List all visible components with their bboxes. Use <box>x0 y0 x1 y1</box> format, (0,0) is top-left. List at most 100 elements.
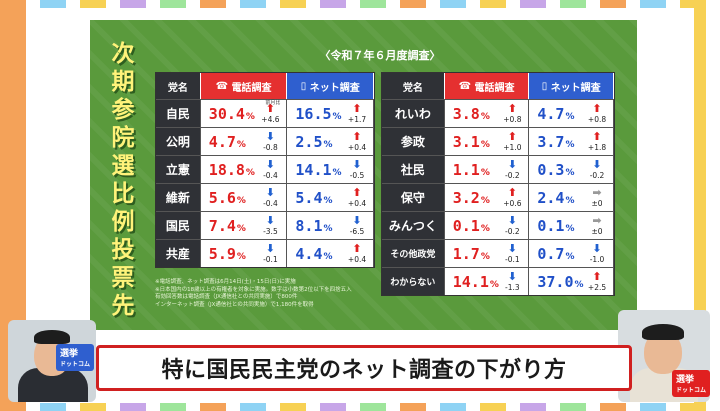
arrow-up-icon: ⬆ <box>352 130 362 143</box>
arrow-down-icon: ⬇ <box>352 158 362 171</box>
party-name: 社民 <box>382 156 445 183</box>
party-name: その他政党 <box>382 240 445 267</box>
change-indicator: ⬇ -1.0 <box>584 243 610 265</box>
phone-value-cell: 5.6% ⬇ -0.4 <box>200 184 288 211</box>
phone-value-cell: 0.1% ⬇ -0.2 <box>444 212 530 239</box>
party-name: 自民 <box>156 100 201 127</box>
brand-logo-right: 選挙 ドットコム <box>672 370 710 397</box>
party-name: れいわ <box>382 100 445 127</box>
net-value-cell: 14.1% ⬇ -0.5 <box>287 156 375 183</box>
net-percentage: 2.4 <box>537 189 565 207</box>
percent-sign: % <box>565 112 575 122</box>
change-value: ±0 <box>591 227 603 236</box>
title-char: 先 <box>111 293 135 319</box>
phone-value-cell: 4.7% ⬇ -0.8 <box>200 128 288 155</box>
arrow-down-icon: ⬇ <box>507 270 517 283</box>
table-header: 党名 ☎ 電話調査 ▯ ネット調査 <box>382 73 615 99</box>
caption-banner: 特に国民民主党のネット調査の下がり方 <box>96 345 632 391</box>
net-percentage: 0.1 <box>537 217 565 235</box>
percent-sign: % <box>323 224 333 234</box>
table-row: みんつく 0.1% ⬇ -0.2 0.1% ➡ ±0 <box>382 211 615 239</box>
phone-icon: ☎ <box>458 80 475 92</box>
presenter-right-video: 選挙 ドットコム <box>618 310 710 402</box>
net-percentage: 8.1 <box>295 217 323 235</box>
party-name: わからない <box>382 268 445 295</box>
percent-sign: % <box>480 168 490 178</box>
table-row: 参政 3.1% ⬆ +1.0 3.7% ⬆ +1.8 <box>382 127 615 155</box>
net-value-cell: 37.0% ⬆ +2.5 <box>529 268 615 295</box>
net-value-cell: 0.3% ⬇ -0.2 <box>529 156 615 183</box>
percent-sign: % <box>565 168 575 178</box>
percent-sign: % <box>480 140 490 150</box>
percent-sign: % <box>489 280 499 290</box>
net-value-cell: 8.1% ⬇ -6.5 <box>287 212 375 239</box>
smartphone-icon: ▯ <box>541 80 551 92</box>
phone-percentage: 3.2 <box>452 189 480 207</box>
title-char: 票 <box>111 265 135 291</box>
phone-value-cell: 3.1% ⬆ +1.0 <box>444 128 530 155</box>
party-name: 立憲 <box>156 156 201 183</box>
title-char: 比 <box>111 181 135 207</box>
party-name: 国民 <box>156 212 201 239</box>
phone-percentage: 4.7 <box>208 133 236 151</box>
change-value: -0.5 <box>349 171 365 180</box>
table-row: 国民 7.4% ⬇ -3.5 8.1% ⬇ -6.5 <box>156 211 375 239</box>
arrow-down-icon: ⬇ <box>265 158 276 171</box>
change-indicator: ⬇ -0.8 <box>257 131 283 153</box>
phone-value-cell: 1.1% ⬇ -0.2 <box>444 156 530 183</box>
phone-percentage: 18.8 <box>208 161 245 179</box>
percent-sign: % <box>565 252 575 262</box>
survey-notes: ※電話調査、ネット調査は6月14日(土)・15日(日)に実施 ※日本国内の18歳以… <box>155 279 385 309</box>
net-percentage: 4.4 <box>295 245 323 263</box>
title-char: 投 <box>111 237 135 263</box>
percent-sign: % <box>332 112 342 122</box>
change-indicator: ⬇ -0.2 <box>584 159 610 181</box>
poll-table-left: 党名 ☎ 電話調査 ▯ ネット調査 自民 30.4% ⬆ +4.6 前月比 16.5% ⬆ +… <box>155 72 375 268</box>
change-value: +0.8 <box>587 115 607 124</box>
phone-percentage: 1.7 <box>452 245 480 263</box>
party-name: 参政 <box>382 128 445 155</box>
arrow-up-icon: ⬆ <box>352 242 362 255</box>
net-value-cell: 16.5% ⬆ +1.7 <box>287 100 375 127</box>
net-value-cell: 5.4% ⬆ +0.4 <box>287 184 375 211</box>
note-line: 有効回答数は電話調査（JX通信社との共同実施）で800件 <box>155 294 298 300</box>
change-value: +1.0 <box>503 143 522 152</box>
change-value: -0.2 <box>505 227 520 236</box>
change-indicator: ⬇ -0.5 <box>344 159 370 181</box>
percent-sign: % <box>245 168 255 178</box>
arrow-down-icon: ⬇ <box>265 214 276 227</box>
arrow-up-icon: ⬆ <box>592 130 602 143</box>
change-indicator: ⬇ -0.4 <box>257 187 283 209</box>
header-party: 党名 <box>382 73 445 99</box>
phone-percentage: 0.1 <box>452 217 480 235</box>
change-indicator: ⬇ -0.1 <box>257 243 283 265</box>
title-char: 院 <box>111 125 135 151</box>
smartphone-icon: ▯ <box>300 80 310 92</box>
header-net-survey: ▯ ネット調査 <box>287 73 375 99</box>
header-phone-survey: ☎ 電話調査 <box>444 73 530 99</box>
change-indicator: ⬆ +0.8 <box>584 103 610 125</box>
net-value-cell: 4.4% ⬆ +0.4 <box>287 240 375 267</box>
table-row: 社民 1.1% ⬇ -0.2 0.3% ⬇ -0.2 <box>382 155 615 183</box>
presenter-left-video: 選挙 ドットコム <box>8 320 96 402</box>
party-name: 維新 <box>156 184 201 211</box>
net-percentage: 4.7 <box>537 105 565 123</box>
header-phone-survey: ☎ 電話調査 <box>200 73 288 99</box>
phone-percentage: 5.9 <box>208 245 236 263</box>
change-indicator: ⬆ +0.4 <box>344 243 370 265</box>
change-indicator: ⬆ +0.6 <box>499 187 525 209</box>
net-percentage: 37.0 <box>537 273 574 291</box>
percent-sign: % <box>480 224 490 234</box>
change-value: -0.8 <box>263 143 278 152</box>
phone-value-cell: 14.1% ⬇ -1.3 <box>444 268 530 295</box>
percent-sign: % <box>565 196 575 206</box>
phone-percentage: 1.1 <box>452 161 480 179</box>
change-indicator: ⬆ +2.5 <box>584 271 610 293</box>
arrow-up-icon: ⬆ <box>507 186 517 199</box>
percent-sign: % <box>323 252 333 262</box>
percent-sign: % <box>574 280 584 290</box>
table-row: れいわ 3.8% ⬆ +0.8 4.7% ⬆ +0.8 <box>382 99 615 127</box>
percent-sign: % <box>323 140 333 150</box>
net-value-cell: 4.7% ⬆ +0.8 <box>529 100 615 127</box>
arrow-down-icon: ⬇ <box>507 214 517 227</box>
